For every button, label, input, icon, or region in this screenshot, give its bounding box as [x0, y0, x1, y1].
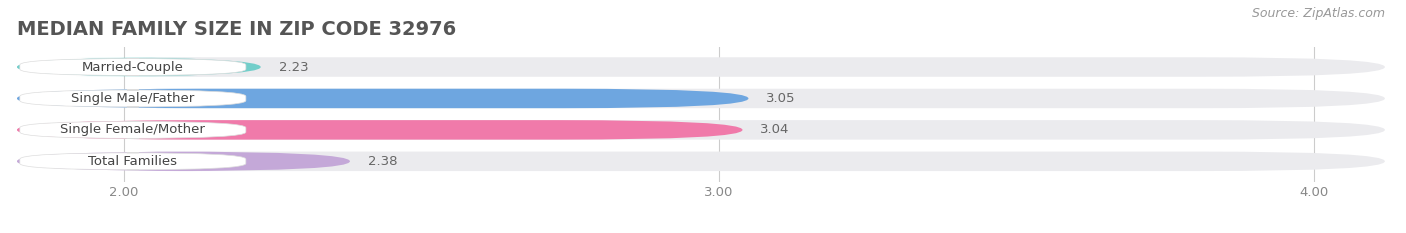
Text: 3.05: 3.05	[766, 92, 796, 105]
FancyBboxPatch shape	[20, 121, 246, 138]
FancyBboxPatch shape	[17, 89, 748, 108]
FancyBboxPatch shape	[17, 120, 742, 140]
Text: 2.23: 2.23	[278, 61, 308, 74]
FancyBboxPatch shape	[20, 153, 246, 170]
Text: Single Female/Mother: Single Female/Mother	[60, 123, 205, 136]
FancyBboxPatch shape	[17, 152, 350, 171]
FancyBboxPatch shape	[20, 90, 246, 107]
Text: 2.38: 2.38	[368, 155, 398, 168]
FancyBboxPatch shape	[20, 58, 246, 75]
Text: Married-Couple: Married-Couple	[82, 61, 184, 74]
FancyBboxPatch shape	[17, 152, 1385, 171]
FancyBboxPatch shape	[17, 89, 1385, 108]
Text: Source: ZipAtlas.com: Source: ZipAtlas.com	[1251, 7, 1385, 20]
Text: Single Male/Father: Single Male/Father	[72, 92, 194, 105]
FancyBboxPatch shape	[17, 57, 1385, 77]
FancyBboxPatch shape	[17, 120, 1385, 140]
Text: Total Families: Total Families	[89, 155, 177, 168]
FancyBboxPatch shape	[17, 57, 260, 77]
Text: MEDIAN FAMILY SIZE IN ZIP CODE 32976: MEDIAN FAMILY SIZE IN ZIP CODE 32976	[17, 21, 456, 39]
Text: 3.04: 3.04	[761, 123, 790, 136]
